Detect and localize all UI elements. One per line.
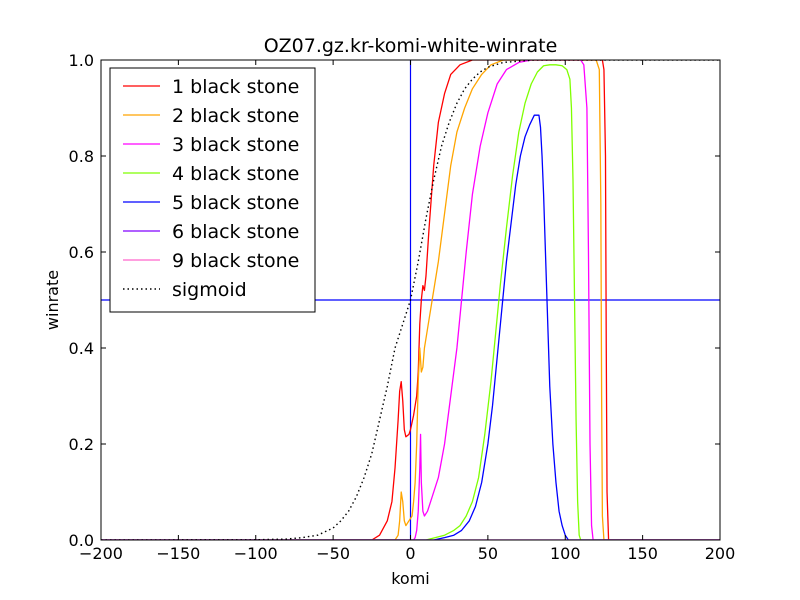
x-tick-label: 100	[550, 544, 581, 563]
legend-box	[109, 67, 316, 313]
legend-entry: 5 black stone	[172, 192, 299, 214]
plot-area	[100, 59, 721, 541]
y-tick-label: 0.6	[69, 243, 94, 262]
series-line-3	[101, 64, 720, 540]
x-tick-label: −150	[156, 544, 200, 563]
x-axis-label: komi	[391, 569, 430, 588]
legend-entry: 2 black stone	[172, 105, 299, 127]
chart-title: OZ07.gz.kr-komi-white-winrate	[264, 35, 558, 57]
x-tick-label: 0	[405, 544, 415, 563]
series-line-4	[101, 114, 720, 540]
legend-entry: 1 black stone	[172, 76, 299, 98]
legend: 1 black stone 2 black stone 3 black stone 4…	[109, 67, 316, 313]
x-tick-label: −50	[316, 544, 350, 563]
series-line-1	[101, 60, 720, 540]
legend-entry: 6 black stone	[172, 221, 299, 243]
y-axis-label: winrate	[43, 270, 62, 330]
y-tick-label: 1.0	[69, 51, 94, 70]
legend-entry: sigmoid	[172, 279, 247, 301]
series-line-0	[101, 60, 720, 540]
series-line-2	[101, 60, 720, 540]
x-tick-label: 150	[627, 544, 658, 563]
y-axis: 0.0 0.2 0.4 0.6 0.8 1.0	[69, 51, 720, 550]
y-tick-label: 0.4	[69, 339, 94, 358]
y-tick-label: 0.8	[69, 147, 94, 166]
y-tick-label: 0.0	[69, 531, 94, 550]
legend-entry: 9 black stone	[172, 250, 299, 272]
legend-entry: 3 black stone	[172, 134, 299, 156]
x-tick-label: −100	[234, 544, 278, 563]
x-axis: −200 −150 −100 −50 0 50 100 150 200	[79, 60, 735, 563]
x-tick-label: 200	[705, 544, 736, 563]
legend-entry: 4 black stone	[172, 163, 299, 185]
x-tick-label: 50	[478, 544, 498, 563]
y-tick-label: 0.2	[69, 435, 94, 454]
x-tick-label: −200	[79, 544, 123, 563]
